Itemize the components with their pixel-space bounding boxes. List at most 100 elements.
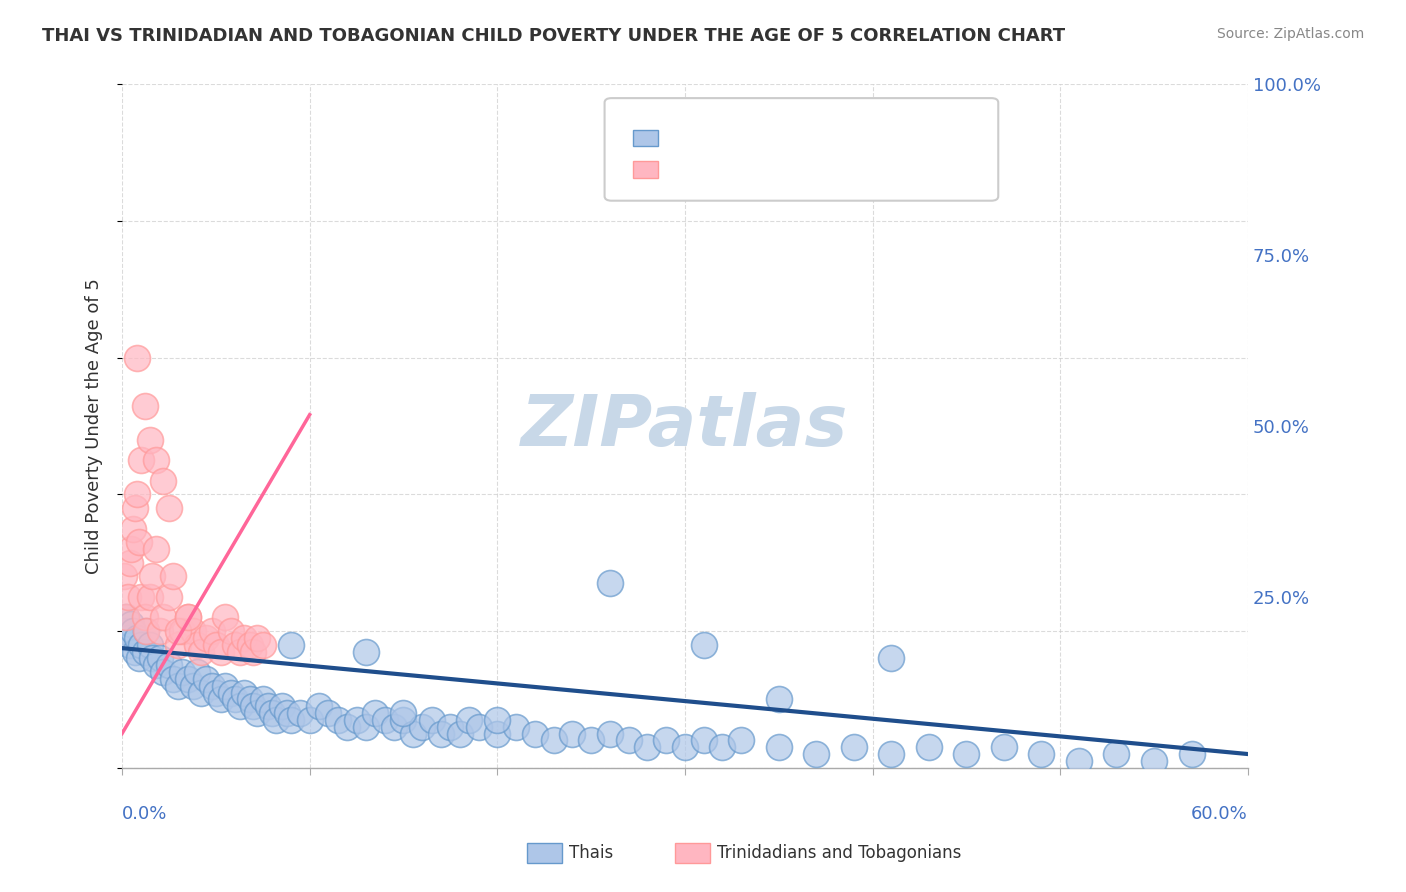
Point	[214, 610, 236, 624]
Point	[129, 638, 152, 652]
Point	[246, 706, 269, 720]
Text: N =: N =	[820, 154, 859, 172]
Point	[1180, 747, 1202, 761]
Point	[167, 679, 190, 693]
Point	[224, 638, 246, 652]
Point	[125, 487, 148, 501]
Point	[135, 624, 157, 638]
Text: -0.432: -0.432	[718, 122, 783, 140]
Point	[239, 692, 262, 706]
Text: 60.0%: 60.0%	[1191, 805, 1249, 823]
Point	[186, 665, 208, 679]
Point	[257, 699, 280, 714]
Point	[239, 638, 262, 652]
Point	[252, 692, 274, 706]
Point	[505, 720, 527, 734]
Text: THAI VS TRINIDADIAN AND TOBAGONIAN CHILD POVERTY UNDER THE AGE OF 5 CORRELATION : THAI VS TRINIDADIAN AND TOBAGONIAN CHILD…	[42, 27, 1066, 45]
Point	[270, 699, 292, 714]
Point	[122, 624, 145, 638]
Point	[128, 535, 150, 549]
Point	[693, 638, 716, 652]
Point	[806, 747, 828, 761]
Point	[229, 644, 252, 658]
Point	[242, 644, 264, 658]
Point	[768, 692, 790, 706]
Point	[186, 638, 208, 652]
Point	[152, 474, 174, 488]
Point	[374, 713, 396, 727]
Point	[125, 631, 148, 645]
Point	[246, 631, 269, 645]
Point	[599, 576, 621, 591]
Point	[298, 713, 321, 727]
Point	[308, 699, 330, 714]
Text: 47: 47	[865, 154, 890, 172]
Point	[382, 720, 405, 734]
Point	[134, 644, 156, 658]
Point	[112, 569, 135, 583]
Point	[214, 679, 236, 693]
Point	[141, 651, 163, 665]
Point	[918, 740, 941, 755]
Point	[439, 720, 461, 734]
Text: Trinidadians and Tobagonians: Trinidadians and Tobagonians	[717, 844, 962, 862]
Point	[205, 638, 228, 652]
Point	[195, 672, 218, 686]
Point	[124, 644, 146, 658]
Point	[118, 556, 141, 570]
Point	[346, 713, 368, 727]
Point	[392, 706, 415, 720]
Point	[430, 726, 453, 740]
Point	[120, 617, 142, 632]
Point	[148, 651, 170, 665]
Point	[139, 638, 162, 652]
Point	[392, 713, 415, 727]
Point	[190, 644, 212, 658]
Point	[993, 740, 1015, 755]
Point	[264, 713, 287, 727]
Point	[364, 706, 387, 720]
Point	[201, 624, 224, 638]
Point	[120, 542, 142, 557]
Point	[145, 542, 167, 557]
Point	[167, 624, 190, 638]
Point	[486, 726, 509, 740]
Point	[233, 631, 256, 645]
Point	[125, 351, 148, 365]
Point	[139, 590, 162, 604]
Point	[145, 658, 167, 673]
Point	[195, 631, 218, 645]
Point	[114, 610, 136, 624]
Text: 0.733: 0.733	[718, 154, 775, 172]
Point	[561, 726, 583, 740]
Point	[842, 740, 865, 755]
Point	[768, 740, 790, 755]
Point	[128, 651, 150, 665]
Point	[579, 733, 602, 747]
Point	[1143, 754, 1166, 768]
Point	[129, 453, 152, 467]
Point	[420, 713, 443, 727]
Point	[177, 610, 200, 624]
Point	[205, 685, 228, 699]
Point	[880, 747, 903, 761]
Y-axis label: Child Poverty Under the Age of 5: Child Poverty Under the Age of 5	[86, 278, 103, 574]
Point	[599, 726, 621, 740]
Point	[183, 624, 205, 638]
Text: Source: ZipAtlas.com: Source: ZipAtlas.com	[1216, 27, 1364, 41]
Point	[118, 638, 141, 652]
Point	[233, 685, 256, 699]
Point	[177, 672, 200, 686]
Point	[617, 733, 640, 747]
Point	[354, 644, 377, 658]
Point	[122, 522, 145, 536]
Point	[673, 740, 696, 755]
Point	[543, 733, 565, 747]
Point	[229, 699, 252, 714]
Point	[242, 699, 264, 714]
Point	[402, 726, 425, 740]
Point	[354, 720, 377, 734]
Point	[114, 610, 136, 624]
Point	[467, 720, 489, 734]
Point	[190, 685, 212, 699]
